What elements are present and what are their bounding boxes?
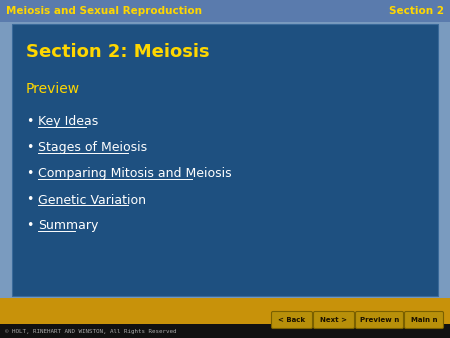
Text: Meiosis and Sexual Reproduction: Meiosis and Sexual Reproduction	[6, 6, 202, 16]
Bar	[0, 298, 450, 324]
FancyBboxPatch shape	[314, 312, 355, 329]
Text: Summary: Summary	[38, 219, 99, 233]
Bar	[0, 324, 450, 338]
Text: Preview: Preview	[26, 82, 80, 96]
Text: Stages of Meiosis: Stages of Meiosis	[38, 142, 147, 154]
FancyBboxPatch shape	[356, 312, 404, 329]
Text: •: •	[26, 219, 33, 233]
Text: •: •	[26, 142, 33, 154]
Bar	[0, 0, 450, 22]
Text: Section 2: Section 2	[389, 6, 444, 16]
Bar	[0, 22, 450, 298]
Text: < Back: < Back	[279, 317, 306, 323]
FancyBboxPatch shape	[405, 312, 444, 329]
Text: Genetic Variation: Genetic Variation	[38, 193, 146, 207]
Text: Section 2: Meiosis: Section 2: Meiosis	[26, 43, 210, 61]
Text: Next >: Next >	[320, 317, 347, 323]
Text: Comparing Mitosis and Meiosis: Comparing Mitosis and Meiosis	[38, 168, 232, 180]
Bar	[12, 24, 438, 296]
Text: •: •	[26, 168, 33, 180]
Text: •: •	[26, 193, 33, 207]
Text: Preview n: Preview n	[360, 317, 399, 323]
Text: Main n: Main n	[411, 317, 437, 323]
FancyBboxPatch shape	[271, 312, 312, 329]
Text: •: •	[26, 116, 33, 128]
Text: Key Ideas: Key Ideas	[38, 116, 98, 128]
Text: © HOLT, RINEHART AND WINSTON, All Rights Reserved: © HOLT, RINEHART AND WINSTON, All Rights…	[5, 329, 176, 334]
